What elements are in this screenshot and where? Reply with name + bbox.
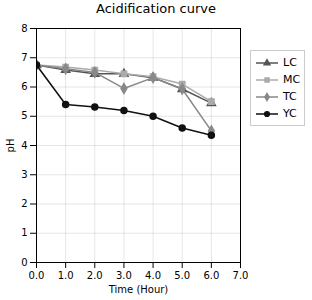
svg-text:0: 0: [21, 257, 27, 268]
svg-text:5: 5: [21, 110, 27, 121]
svg-text:2: 2: [21, 198, 27, 209]
svg-text:1.0: 1.0: [58, 270, 74, 281]
html-text:YC: YC: [283, 107, 297, 120]
svg-text:7.0: 7.0: [233, 270, 249, 281]
svg-text:3: 3: [21, 169, 27, 180]
html-text:TC: TC: [283, 90, 297, 103]
svg-text:1: 1: [21, 227, 27, 238]
html-text:Acidification curve: Acidification curve: [96, 1, 216, 16]
svg-text:6.0: 6.0: [203, 270, 219, 281]
html-text:MC: MC: [283, 73, 301, 86]
svg-text:pH: pH: [5, 139, 16, 153]
svg-text:8: 8: [21, 23, 27, 34]
svg-text:5.0: 5.0: [174, 270, 190, 281]
html-text:LC: LC: [283, 56, 297, 69]
svg-text:0.0: 0.0: [29, 270, 45, 281]
svg-text:3.0: 3.0: [116, 270, 132, 281]
svg-text:Time (Hour): Time (Hour): [108, 284, 169, 295]
svg-text:4.0: 4.0: [145, 270, 161, 281]
svg-text:2.0: 2.0: [87, 270, 103, 281]
svg-text:7: 7: [21, 52, 27, 63]
svg-text:6: 6: [21, 81, 27, 92]
svg-text:4: 4: [21, 140, 27, 151]
